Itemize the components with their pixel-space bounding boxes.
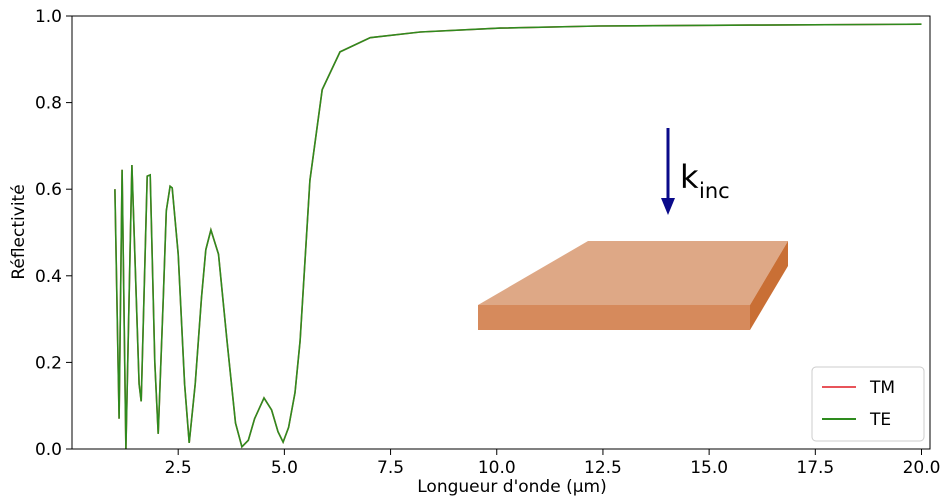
arrow-head: [661, 198, 675, 215]
legend-label: TE: [869, 410, 891, 430]
legend-box: [811, 366, 925, 442]
y-axis-label: Réflectivité: [9, 184, 29, 279]
x-tick-label: 15.0: [690, 458, 728, 478]
series-line: [114, 23, 922, 450]
y-tick-label: 0.4: [35, 267, 62, 287]
y-tick-label: 0.2: [35, 353, 62, 373]
legend-label: TM: [869, 378, 895, 398]
y-tick-label: 0.8: [35, 94, 62, 114]
slab-side: [750, 241, 788, 330]
slab-top: [478, 241, 788, 305]
y-tick-label: 0.6: [35, 180, 62, 200]
series-line: [114, 23, 922, 450]
slab-illustration: k inc: [478, 128, 788, 330]
slab-front: [478, 305, 750, 330]
x-tick-label: 20.0: [903, 458, 940, 478]
y-tick-label: 1.0: [35, 7, 62, 27]
x-tick-label: 10.0: [478, 458, 516, 478]
y-tick-label: 0.0: [35, 440, 62, 460]
k-subscript: inc: [699, 179, 730, 203]
x-tick-label: 7.5: [377, 458, 404, 478]
plot-frame: [71, 15, 931, 450]
x-axis-label: Longueur d'onde (µm): [417, 477, 606, 497]
x-tick-label: 12.5: [584, 458, 622, 478]
x-tick-label: 17.5: [796, 458, 834, 478]
k-symbol: k: [680, 158, 699, 196]
x-tick-label: 2.5: [165, 458, 192, 478]
x-tick-label: 5.0: [271, 458, 298, 478]
